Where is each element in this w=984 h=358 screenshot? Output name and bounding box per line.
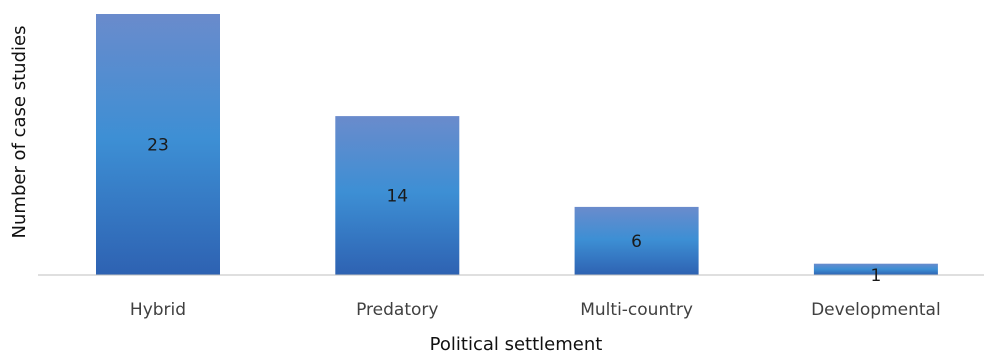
data-label-developmental: 1 bbox=[870, 266, 881, 286]
data-labels-group: 23 14 6 1 bbox=[147, 136, 881, 287]
data-label-multi-country: 6 bbox=[631, 232, 642, 252]
x-tick-label-hybrid: Hybrid bbox=[130, 300, 186, 320]
bar-hybrid bbox=[96, 14, 220, 275]
bar-predatory bbox=[335, 116, 460, 275]
bar-multi-country bbox=[574, 206, 699, 275]
bar-developmental bbox=[813, 263, 938, 275]
y-axis-title: Number of case studies bbox=[9, 26, 30, 239]
x-tick-label-developmental: Developmental bbox=[811, 300, 941, 320]
bars-group bbox=[96, 14, 938, 275]
data-label-predatory: 14 bbox=[386, 187, 408, 207]
x-axis-title: Political settlement bbox=[430, 334, 603, 355]
x-tick-label-multi-country: Multi-country bbox=[580, 300, 693, 320]
x-tick-label-predatory: Predatory bbox=[356, 300, 438, 320]
data-label-hybrid: 23 bbox=[147, 136, 169, 156]
x-tick-labels-group: Hybrid Predatory Multi-country Developmenta… bbox=[130, 300, 941, 320]
